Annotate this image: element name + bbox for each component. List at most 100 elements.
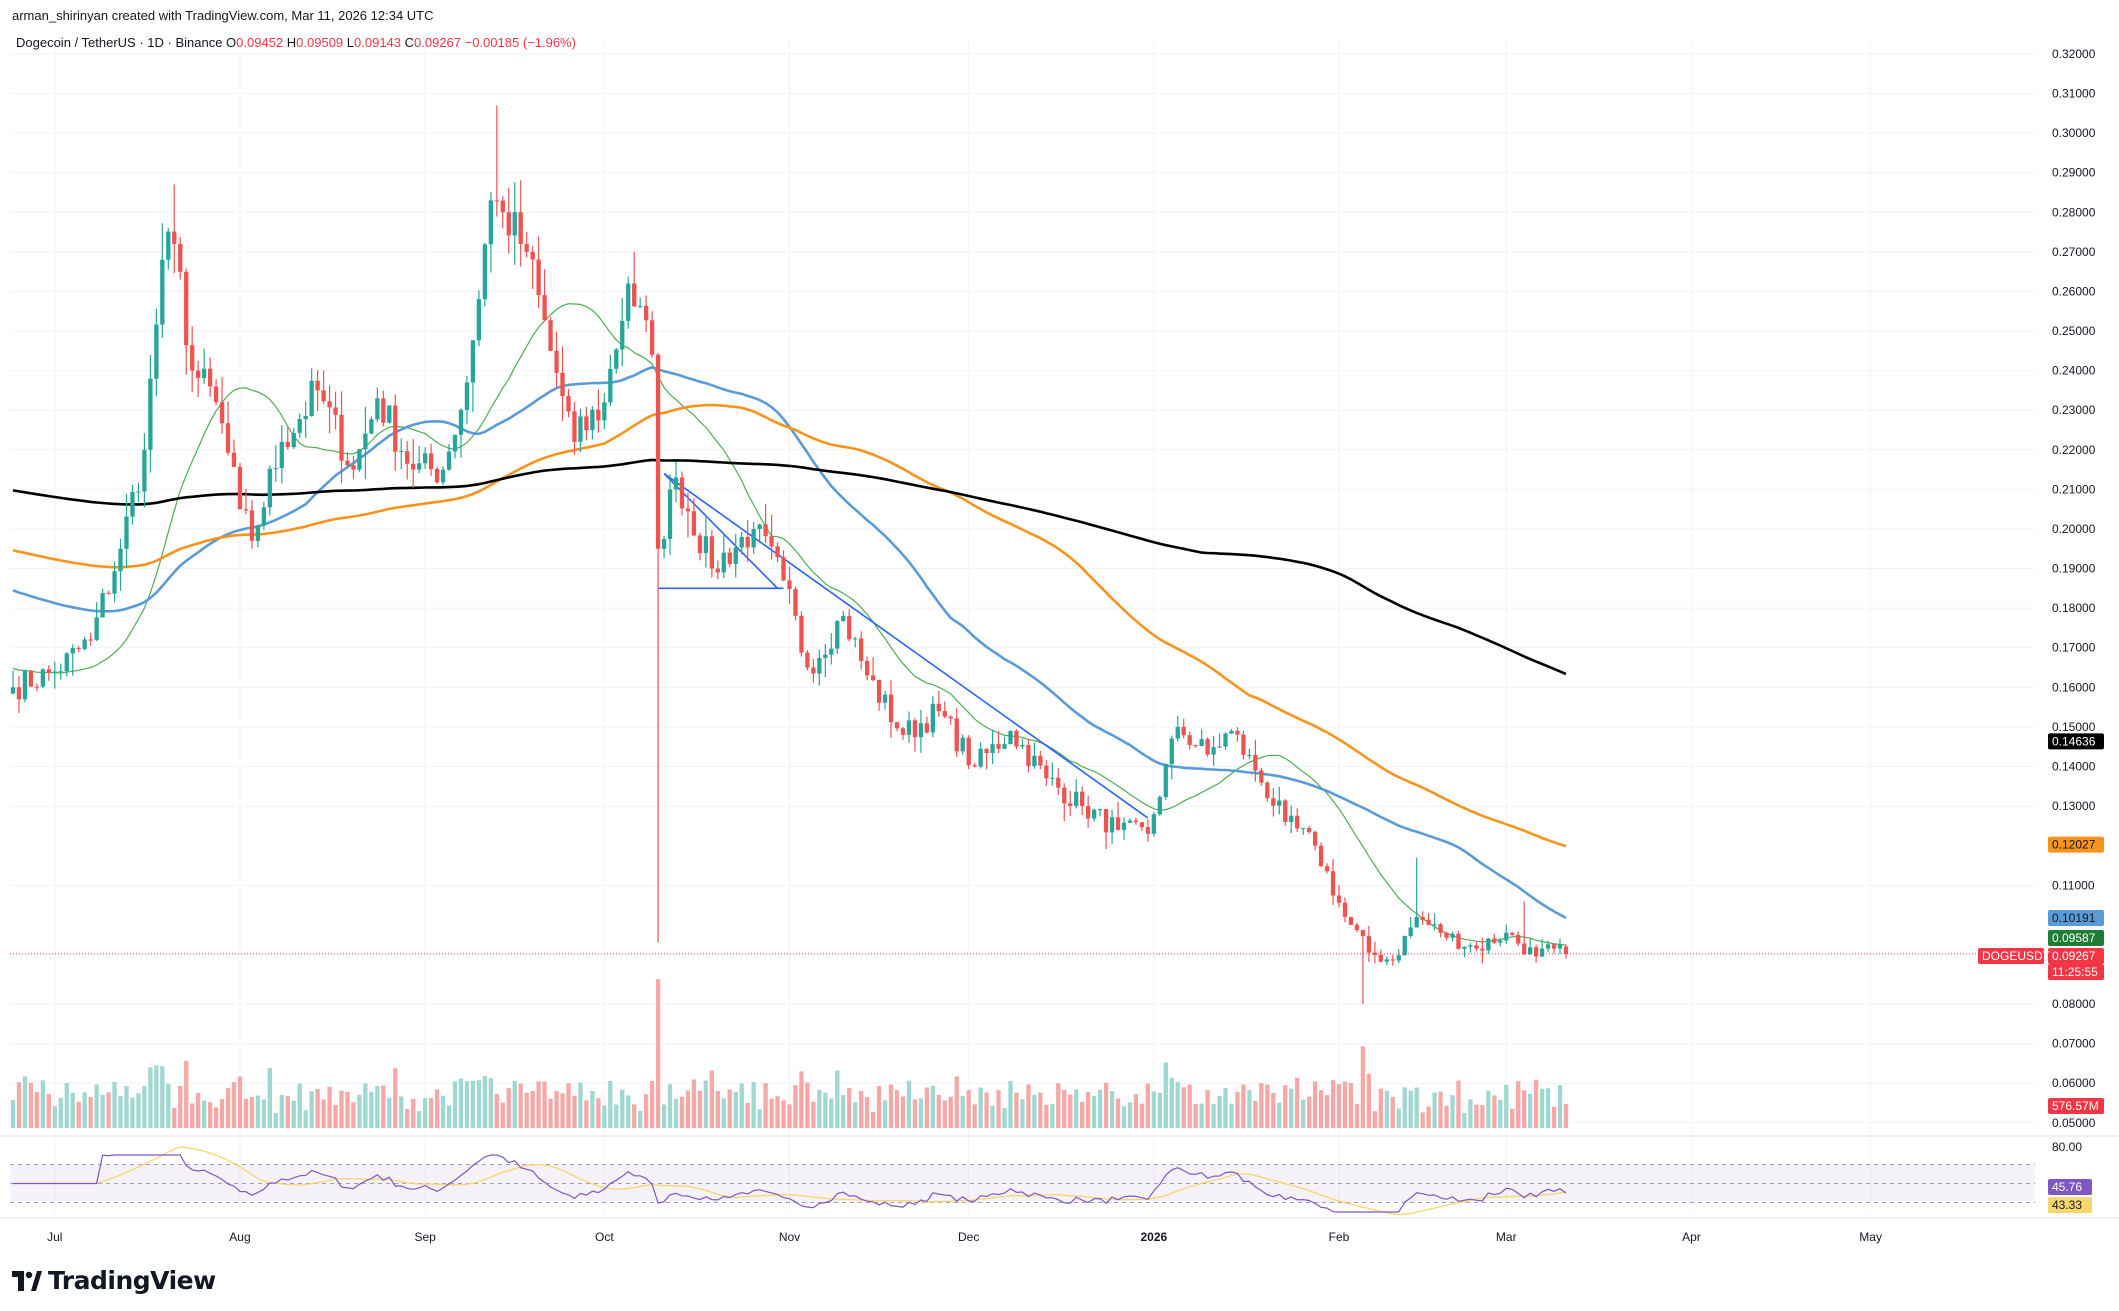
candle-body bbox=[381, 398, 386, 423]
volume-bar bbox=[1384, 1090, 1389, 1128]
ohlc-c: C0.09267 bbox=[404, 35, 465, 50]
volume-bar bbox=[888, 1084, 894, 1128]
candle-body bbox=[1289, 815, 1294, 822]
volume-bar bbox=[1402, 1087, 1407, 1128]
volume-bar bbox=[1480, 1105, 1485, 1128]
candle-body bbox=[46, 669, 51, 673]
volume-bar bbox=[811, 1101, 816, 1128]
volume-bar bbox=[82, 1092, 87, 1128]
candle-body bbox=[58, 671, 63, 673]
candle-body bbox=[530, 251, 535, 260]
time-tick-label: Feb bbox=[1329, 1230, 1350, 1244]
ohlc-h: H0.09509 bbox=[286, 35, 347, 50]
volume-bar bbox=[1396, 1108, 1401, 1128]
volume-bar bbox=[763, 1083, 768, 1128]
candle-body bbox=[888, 694, 894, 723]
candle-body bbox=[172, 231, 177, 244]
candle-body bbox=[213, 386, 219, 403]
candle-body bbox=[1056, 777, 1061, 788]
price-tick-label: 0.18000 bbox=[2052, 601, 2096, 615]
volume-bar bbox=[602, 1105, 607, 1128]
volume-bar bbox=[578, 1082, 583, 1128]
tradingview-wordmark: TradingView bbox=[48, 1266, 216, 1295]
volume-bar bbox=[1414, 1087, 1419, 1128]
symbol-legend[interactable]: Dogecoin / TetherUS · 1D · Binance O0.09… bbox=[16, 35, 576, 50]
volume-bar bbox=[1181, 1087, 1186, 1128]
candle-body bbox=[1014, 730, 1019, 747]
volume-bar bbox=[255, 1095, 261, 1128]
volume-bar bbox=[1456, 1080, 1461, 1128]
candle-body bbox=[1205, 739, 1210, 755]
candle-body bbox=[841, 616, 846, 621]
time-tick-label: May bbox=[1859, 1230, 1882, 1244]
candle-body bbox=[620, 320, 625, 350]
volume-bar bbox=[34, 1091, 40, 1128]
candle-body bbox=[1384, 959, 1389, 962]
candle-body bbox=[733, 547, 738, 564]
volume-bar bbox=[512, 1080, 517, 1128]
candle-body bbox=[1498, 940, 1503, 943]
volume-bar bbox=[1050, 1104, 1055, 1128]
candle-body bbox=[452, 434, 458, 452]
volume-bar bbox=[870, 1111, 876, 1128]
volume-bars bbox=[10, 979, 1569, 1128]
volume-bar bbox=[1241, 1084, 1246, 1128]
candle-body bbox=[996, 744, 1001, 749]
candle-body bbox=[22, 670, 28, 700]
volume-bar bbox=[1492, 1095, 1497, 1128]
candle-body bbox=[536, 259, 541, 296]
chart-grid bbox=[0, 40, 2119, 1219]
candle-body bbox=[703, 536, 709, 554]
candle-body bbox=[948, 716, 953, 719]
candle-body bbox=[34, 686, 40, 688]
candle-body bbox=[1032, 755, 1037, 767]
volume-bar bbox=[918, 1098, 924, 1128]
candle-body bbox=[942, 711, 947, 717]
volume-bar bbox=[297, 1083, 302, 1128]
volume-bar bbox=[1026, 1084, 1031, 1128]
price-label-0.12027: 0.12027 bbox=[2052, 838, 2096, 852]
price-tick-label: 0.28000 bbox=[2052, 205, 2096, 219]
candle-body bbox=[661, 538, 667, 549]
volume-bar bbox=[1115, 1098, 1121, 1128]
volume-bar bbox=[560, 1093, 565, 1128]
rsi-value-label-bg bbox=[2048, 1179, 2092, 1195]
candle-body bbox=[375, 398, 380, 420]
time-axis[interactable]: Jul Aug Sep Oct Nov Dec 2026 Feb Mar Apr May bbox=[47, 1230, 1882, 1244]
price-tick-label: 0.06000 bbox=[2052, 1076, 2096, 1090]
candle-body bbox=[148, 378, 153, 450]
rsi-pane bbox=[10, 1146, 2035, 1216]
candle-body bbox=[1528, 947, 1533, 955]
candle-body bbox=[1539, 948, 1545, 957]
candle-body bbox=[237, 466, 243, 510]
volume-bar bbox=[1133, 1094, 1139, 1128]
candle-body bbox=[70, 648, 75, 654]
volume-bar bbox=[1109, 1091, 1115, 1128]
volume-bar bbox=[213, 1107, 219, 1128]
candle-body bbox=[1133, 820, 1139, 823]
tradingview-logo[interactable]: TradingView bbox=[12, 1266, 216, 1295]
volume-bar bbox=[691, 1079, 697, 1128]
volume-bar bbox=[184, 1061, 189, 1128]
candle-body bbox=[243, 509, 249, 511]
candle-body bbox=[500, 200, 505, 213]
volume-bar bbox=[841, 1095, 846, 1128]
candle-body bbox=[482, 244, 488, 300]
candle-body bbox=[1516, 934, 1521, 944]
candle-body bbox=[823, 654, 828, 658]
candle-body bbox=[978, 748, 983, 767]
volume-bar bbox=[775, 1096, 780, 1128]
candle-body bbox=[476, 299, 482, 341]
volume-bar bbox=[285, 1096, 290, 1128]
candle-body bbox=[1444, 932, 1449, 938]
candle-body bbox=[954, 718, 959, 752]
candle-body bbox=[1295, 815, 1300, 829]
candle-body bbox=[1145, 827, 1151, 834]
volume-bar bbox=[1139, 1103, 1145, 1128]
price-axis[interactable]: 0.32000 0.31000 0.30000 0.29000 0.28000 0.270… bbox=[2052, 47, 2096, 1154]
volume-bar bbox=[207, 1102, 213, 1128]
volume-bar bbox=[500, 1102, 505, 1128]
volume-bar bbox=[715, 1091, 720, 1128]
candle-body bbox=[1480, 948, 1485, 951]
